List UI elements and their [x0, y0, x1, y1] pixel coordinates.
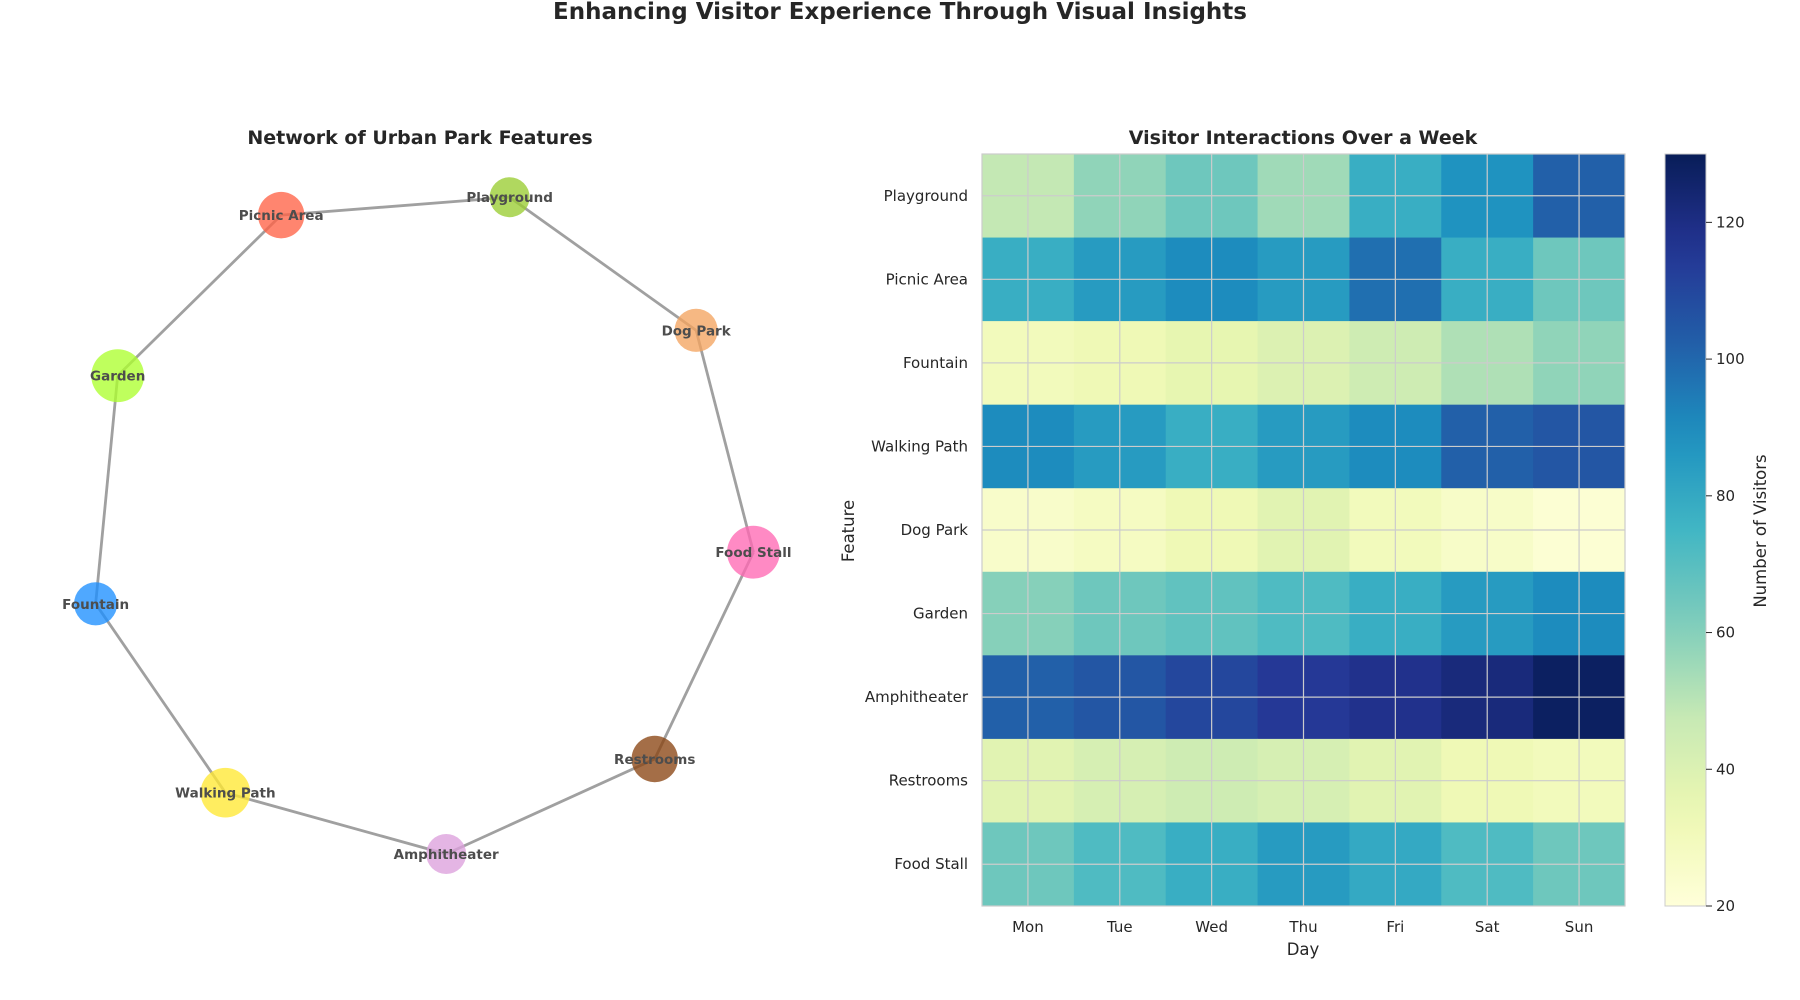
y-tick-walking-path: Walking Path	[871, 437, 968, 455]
edge-restrooms-food-stall	[653, 551, 755, 760]
edge-garden-fountain	[94, 375, 120, 604]
y-tick-garden: Garden	[913, 605, 968, 623]
y-tick-picnic-area: Picnic Area	[886, 270, 968, 288]
node-label-playground: Playground	[466, 190, 553, 206]
heatmap-gridlines	[982, 154, 1625, 906]
heatmap-y-label: Feature	[839, 500, 858, 562]
edge-amphitheater-restrooms	[445, 757, 656, 856]
node-label-walking-path: Walking Path	[175, 786, 275, 802]
node-food-stall	[727, 525, 780, 579]
colorbar-tick-80: 80	[1716, 487, 1735, 505]
heatmap-panel: Visitor Interactions Over a Week Mon Tue W…	[839, 127, 1626, 959]
colorbar-gradient	[1664, 153, 1707, 907]
network-edges	[94, 195, 755, 856]
colorbar: 20 40 60 80 100 120 Number of Visitors	[1664, 153, 1770, 915]
network-nodes: Playground Picnic Area Garden Fountain Walki…	[62, 177, 792, 874]
y-tick-dog-park: Dog Park	[901, 521, 969, 539]
network-title: Network of Urban Park Features	[247, 127, 592, 149]
y-tick-amphitheater: Amphitheater	[865, 688, 969, 706]
heatmap-x-label: Day	[1287, 940, 1320, 959]
heatmap-frame	[981, 153, 1626, 907]
node-walking-path	[200, 767, 251, 818]
y-tick-restrooms: Restrooms	[889, 772, 968, 790]
x-tick-fri: Fri	[1386, 918, 1404, 936]
node-picnic-area	[257, 191, 305, 239]
node-label-fountain: Fountain	[62, 597, 129, 613]
node-restrooms	[631, 735, 678, 783]
node-label-amphitheater: Amphitheater	[394, 847, 499, 863]
node-dog-park	[674, 308, 718, 352]
colorbar-tick-120: 120	[1716, 213, 1745, 231]
node-garden	[91, 349, 145, 403]
node-label-restrooms: Restrooms	[614, 752, 695, 768]
y-tick-fountain: Fountain	[903, 354, 968, 372]
y-tick-playground: Playground	[884, 187, 968, 205]
edge-dog-park-playground	[508, 196, 697, 332]
colorbar-ticks: 20 40 60 80 100 120	[1706, 213, 1745, 915]
edge-playground-picnic-area	[281, 195, 510, 217]
node-amphitheater	[426, 833, 467, 874]
x-tick-mon: Mon	[1012, 918, 1044, 936]
heatmap-x-ticks: Mon Tue Wed Thu Fri Sat Sun	[1012, 918, 1593, 936]
node-label-food-stall: Food Stall	[715, 545, 791, 561]
node-label-dog-park: Dog Park	[662, 323, 732, 339]
x-tick-sat: Sat	[1475, 918, 1500, 936]
colorbar-tick-20: 20	[1716, 897, 1735, 915]
edge-fountain-walking-path	[94, 602, 227, 794]
colorbar-tick-60: 60	[1716, 624, 1735, 642]
y-tick-food-stall: Food Stall	[894, 855, 968, 873]
x-tick-thu: Thu	[1288, 918, 1317, 936]
heatmap-title: Visitor Interactions Over a Week	[1129, 127, 1478, 149]
node-playground	[489, 177, 530, 218]
colorbar-tick-100: 100	[1716, 350, 1745, 368]
node-fountain	[74, 582, 118, 626]
network-panel: Network of Urban Park Features Playgroun…	[62, 127, 792, 874]
heatmap-y-ticks: Playground Picnic Area Fountain Walking Pat…	[865, 187, 969, 873]
x-tick-tue: Tue	[1106, 918, 1133, 936]
edge-food-stall-dog-park	[694, 329, 755, 553]
figure-title: Enhancing Visitor Experience Through Vis…	[553, 0, 1247, 25]
colorbar-label: Number of Visitors	[1751, 454, 1770, 607]
node-label-garden: Garden	[90, 369, 145, 385]
edge-walking-path-amphitheater	[225, 791, 447, 856]
node-label-picnic-area: Picnic Area	[239, 208, 324, 224]
edge-picnic-area-garden	[116, 214, 283, 377]
colorbar-tick-40: 40	[1716, 760, 1735, 778]
x-tick-wed: Wed	[1195, 918, 1228, 936]
x-tick-sun: Sun	[1565, 918, 1594, 936]
